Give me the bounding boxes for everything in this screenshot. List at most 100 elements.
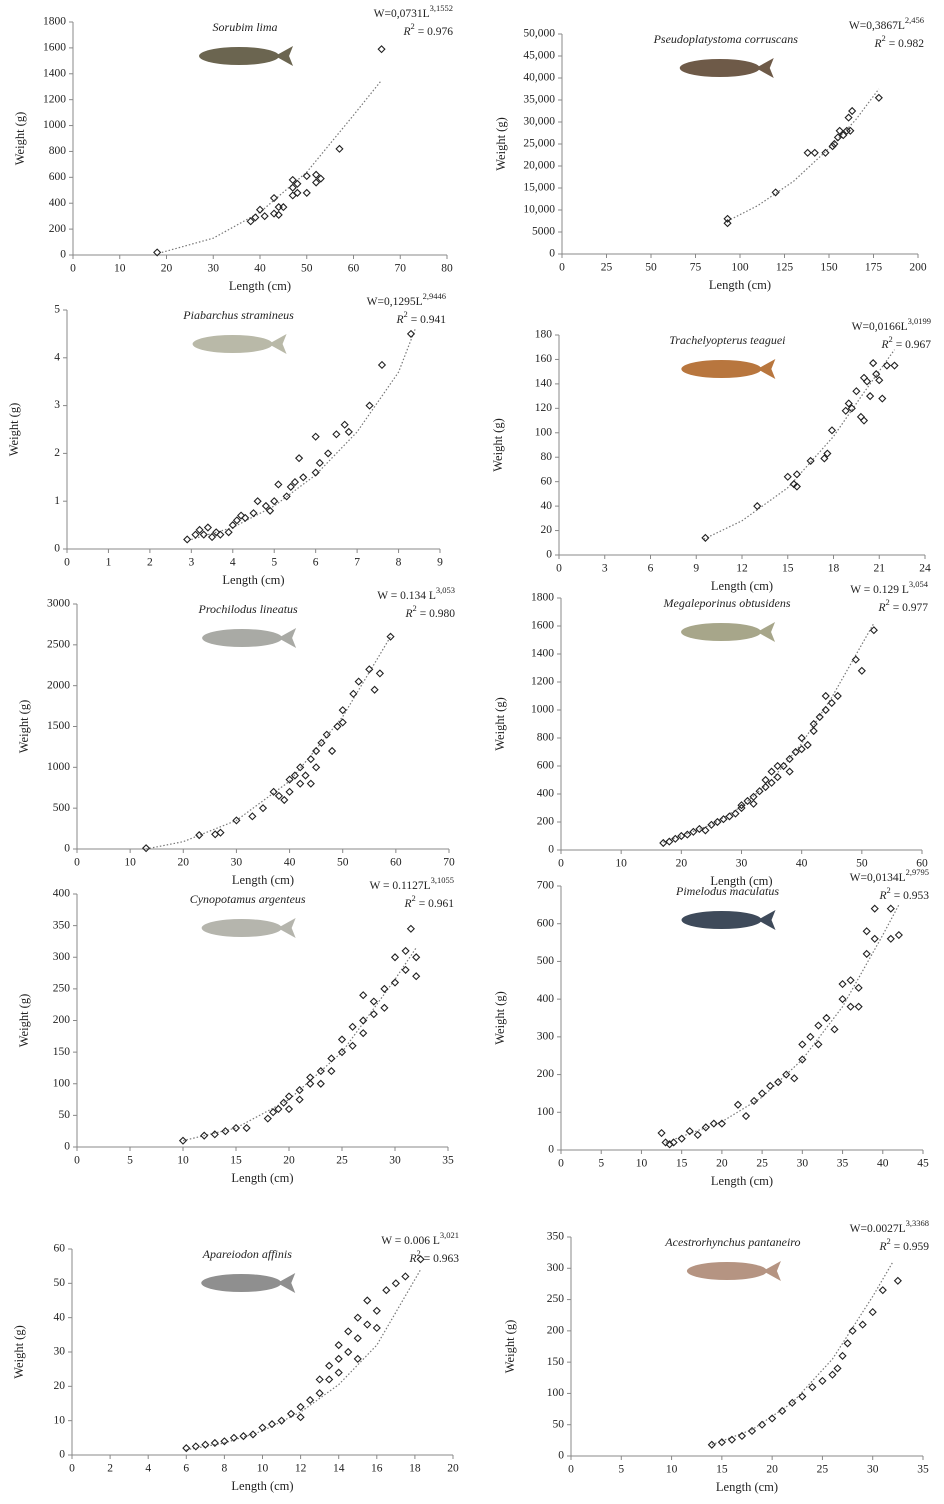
data-point <box>210 1130 219 1139</box>
data-point <box>808 1383 817 1392</box>
x-tick-label: 8 <box>396 557 402 569</box>
data-point <box>316 174 325 183</box>
data-point <box>285 775 294 784</box>
fish-image <box>199 47 280 65</box>
data-point <box>790 1074 799 1083</box>
fish-image <box>201 919 282 937</box>
equation-exponent: 3,021 <box>440 1230 459 1240</box>
data-point <box>671 834 680 843</box>
equation-exponent: 3,3368 <box>906 1218 929 1228</box>
data-point <box>701 826 710 835</box>
data-point <box>210 1438 219 1448</box>
data-point <box>312 746 321 756</box>
y-tick-label: 140 <box>535 378 553 390</box>
data-point <box>838 979 847 989</box>
data-point <box>761 775 770 785</box>
x-tick-label: 6 <box>648 563 654 575</box>
data-point <box>685 1127 694 1136</box>
data-point <box>851 655 860 664</box>
data-point <box>338 718 347 727</box>
y-tick-label: 1200 <box>531 676 554 688</box>
data-point <box>232 516 241 525</box>
data-point <box>727 1435 736 1444</box>
data-point <box>669 1138 678 1147</box>
data-point <box>859 373 869 382</box>
fish-tail <box>268 334 287 354</box>
equation-text: W=0,1295L <box>367 296 423 308</box>
equation: W=0,0134L2,9795 <box>850 867 929 884</box>
y-tick-label: 5 <box>54 304 60 316</box>
data-point <box>821 705 830 715</box>
data-point <box>835 126 844 135</box>
chart-panel: 0 200 400 600 800 1000 1200 1400 1600 1800 0 10 20 30… <box>13 3 453 293</box>
y-tick-label: 200 <box>537 1068 555 1080</box>
data-point <box>707 820 716 829</box>
r-squared: R2 = 0.980 <box>404 603 455 620</box>
data-point <box>386 632 395 641</box>
data-point <box>848 106 857 116</box>
y-axis-label: Weight (g) <box>494 117 508 171</box>
data-point <box>841 406 850 415</box>
y-tick-label: 0 <box>59 1449 65 1461</box>
data-point <box>677 1134 686 1143</box>
x-tick-label: 20 <box>766 1464 778 1476</box>
data-point <box>359 991 368 1000</box>
chart-title: Sorubim lima <box>213 20 278 34</box>
equation: W=0.0027L3,3368 <box>850 1218 929 1235</box>
data-point <box>749 799 758 808</box>
data-point <box>249 509 258 518</box>
data-point <box>229 1433 239 1442</box>
r2-power: 2 <box>411 21 415 31</box>
data-point <box>348 1041 357 1050</box>
data-point <box>761 782 770 792</box>
fish-tail <box>757 359 776 379</box>
x-tick-label: 50 <box>856 858 868 870</box>
x-tick-label: 1 <box>106 557 112 569</box>
data-point <box>657 1128 666 1138</box>
y-tick-label: 400 <box>53 888 71 900</box>
data-point <box>833 1364 842 1373</box>
data-point <box>833 133 842 142</box>
data-point <box>854 983 863 992</box>
r2-text: = 0.941 <box>411 314 446 326</box>
data-point <box>199 530 208 539</box>
y-tick-label: 4 <box>54 351 60 363</box>
chart-panel: 0 20 40 60 80 100 120 140 160 180 0 3 6 9 12 15 18 21 24 Le… <box>491 316 931 593</box>
x-tick-label: 30 <box>231 857 243 869</box>
data-point <box>785 767 794 776</box>
data-point <box>255 205 265 214</box>
chart-title: Megaleporinus obtusidens <box>663 596 791 610</box>
equation: W = 0.1127L3,1055 <box>370 875 454 892</box>
data-point <box>288 183 297 192</box>
data-point <box>803 148 812 157</box>
data-point <box>212 528 221 537</box>
data-point <box>890 361 899 370</box>
data-point <box>372 1323 381 1333</box>
equation: W=0,0731L3,1552 <box>374 3 453 20</box>
data-point <box>733 1100 743 1109</box>
data-point <box>731 809 740 818</box>
data-point <box>773 761 782 771</box>
x-tick-label: 45 <box>917 1158 929 1170</box>
r-squared: R2 = 0.961 <box>403 893 454 910</box>
data-point <box>866 392 875 401</box>
data-point <box>191 530 200 539</box>
x-tick-label: 20 <box>716 1158 728 1170</box>
data-point <box>282 492 291 501</box>
y-tick-label: 1400 <box>43 67 66 79</box>
data-point <box>758 1420 767 1429</box>
y-tick-label: 30,000 <box>523 116 555 128</box>
y-axis-label: Weight (g) <box>503 1320 517 1374</box>
data-point <box>312 178 321 187</box>
chart-title: Apareiodon affinis <box>202 1247 293 1261</box>
y-tick-label: 600 <box>537 917 555 929</box>
data-point <box>290 771 299 780</box>
data-point <box>886 904 895 913</box>
equation-text: W = 0.129 L <box>850 584 909 596</box>
x-tick-label: 60 <box>916 858 928 870</box>
data-point <box>713 817 722 827</box>
data-point <box>277 1416 286 1425</box>
data-point <box>380 1003 389 1012</box>
r2-symbol: R <box>402 26 410 38</box>
data-point <box>820 454 829 463</box>
